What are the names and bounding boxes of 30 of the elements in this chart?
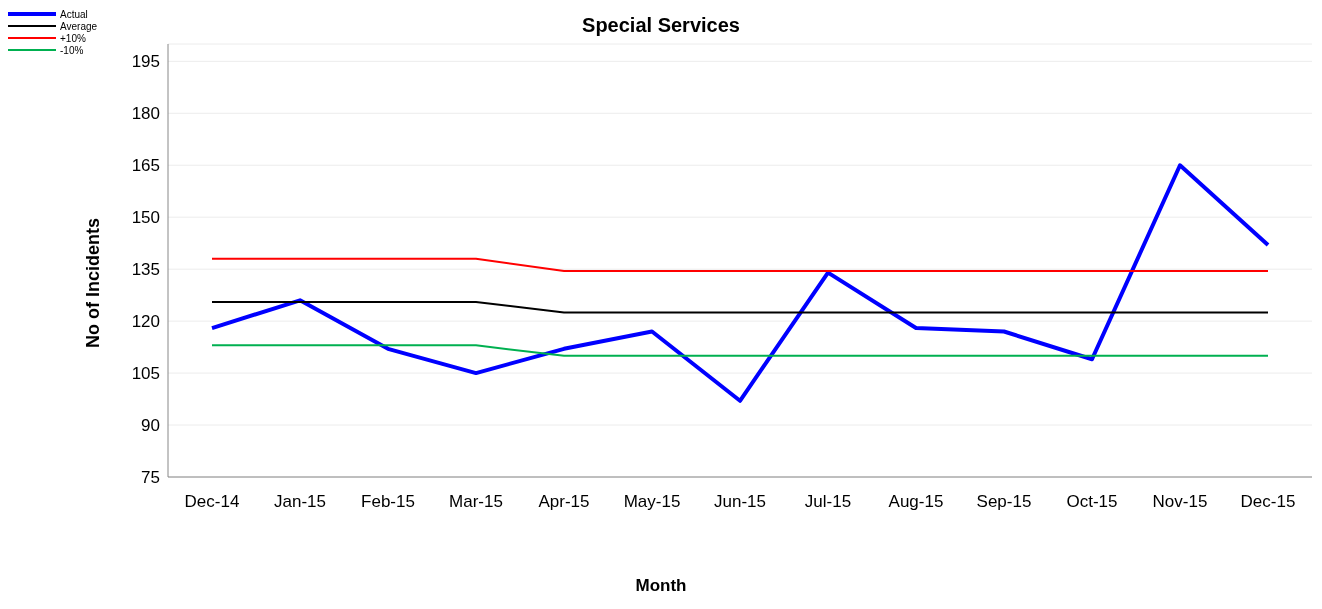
y-tick-label: 120 — [131, 312, 160, 332]
y-tick-label: 135 — [131, 260, 160, 280]
x-tick-label: Feb-15 — [361, 492, 415, 512]
y-tick-label: 105 — [131, 364, 160, 384]
x-tick-label: Aug-15 — [888, 492, 944, 512]
y-tick-label: 75 — [141, 468, 160, 488]
legend-label: Actual — [60, 8, 88, 20]
legend-label: -10% — [60, 44, 84, 56]
legend-label: +10% — [60, 32, 86, 44]
x-axis-title: Month — [634, 576, 688, 596]
y-tick-label: 165 — [131, 156, 160, 176]
x-tick-label: Jan-15 — [274, 492, 326, 512]
y-tick-label: 180 — [131, 104, 160, 124]
chart-title: Special Services — [582, 14, 740, 36]
x-tick-label: Mar-15 — [449, 492, 503, 512]
legend-label: Average — [60, 20, 98, 32]
y-axis-title: No of Incidents — [82, 218, 104, 348]
x-tick-label: Dec-14 — [184, 492, 240, 512]
x-tick-label: May-15 — [623, 492, 681, 512]
x-tick-label: Jun-15 — [714, 492, 766, 512]
x-tick-label: Oct-15 — [1066, 492, 1118, 512]
x-tick-label: Apr-15 — [538, 492, 590, 512]
x-tick-label: Jul-15 — [804, 492, 852, 512]
line-series — [210, 163, 1270, 403]
x-tick-label: Sep-15 — [976, 492, 1032, 512]
y-tick-label: 90 — [141, 416, 160, 436]
y-tick-label: 150 — [131, 208, 160, 228]
y-tick-label: 195 — [131, 52, 160, 72]
x-tick-label: Dec-15 — [1240, 492, 1296, 512]
x-tick-label: Nov-15 — [1152, 492, 1208, 512]
